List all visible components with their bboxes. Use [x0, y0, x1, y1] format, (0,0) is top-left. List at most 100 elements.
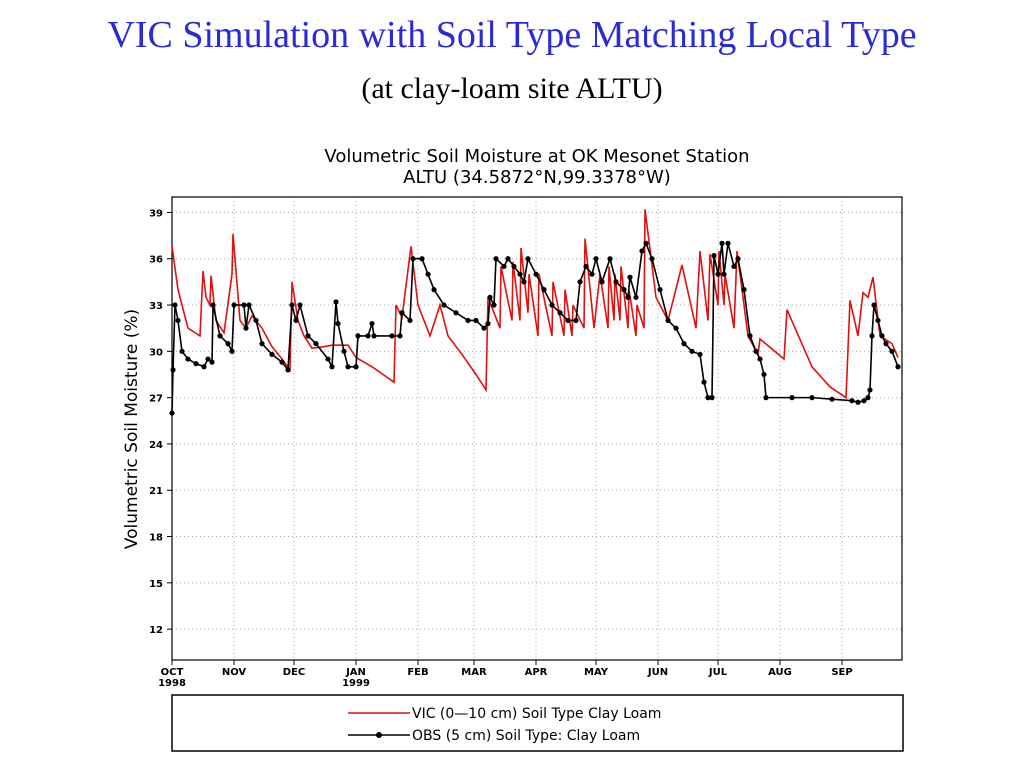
data-point — [583, 263, 589, 270]
data-point — [243, 325, 249, 331]
data-point — [269, 351, 275, 358]
data-point — [285, 367, 291, 373]
y-tick-label: 24 — [149, 440, 163, 451]
data-point — [185, 356, 191, 362]
data-point — [849, 398, 855, 404]
y-tick-label: 27 — [149, 394, 163, 405]
data-point — [333, 299, 339, 305]
data-point — [501, 263, 507, 270]
data-point — [289, 302, 295, 308]
y-tick-label: 18 — [149, 533, 163, 544]
data-point — [175, 317, 181, 324]
x-tick-label: MAR — [461, 667, 487, 678]
x-tick-label: JUL — [708, 667, 728, 678]
data-point — [297, 302, 303, 308]
y-tick-label: 30 — [149, 347, 163, 358]
data-point — [205, 356, 211, 362]
y-tick-label: 12 — [149, 625, 163, 636]
data-point — [419, 256, 425, 262]
data-point — [861, 398, 867, 404]
data-point — [505, 256, 511, 262]
data-point — [747, 333, 753, 339]
data-point — [809, 395, 815, 401]
data-point — [701, 379, 707, 385]
data-point — [869, 333, 875, 339]
data-point — [649, 256, 655, 262]
data-point — [369, 320, 375, 327]
data-point — [345, 364, 351, 370]
data-point — [627, 274, 633, 280]
data-point — [225, 341, 231, 347]
legend-label: VIC (0—10 cm) Soil Type Clay Loam — [412, 706, 661, 722]
data-point — [883, 341, 889, 347]
data-point — [253, 317, 259, 324]
x-tick-label: AUG — [768, 667, 792, 678]
data-point — [193, 361, 199, 367]
data-line — [171, 241, 899, 414]
data-point — [711, 253, 717, 259]
chart-title: Volumetric Soil Moisture at OK Mesonet S… — [324, 146, 749, 167]
data-point — [665, 317, 671, 324]
data-point — [721, 271, 727, 277]
data-point — [389, 333, 395, 339]
data-point — [565, 317, 571, 324]
data-point — [757, 356, 763, 362]
data-point — [407, 317, 413, 324]
data-point — [621, 287, 627, 293]
data-point — [491, 302, 497, 308]
data-point — [865, 395, 871, 401]
x-tick-label: NOV — [222, 667, 247, 678]
data-point — [533, 271, 539, 277]
data-point — [541, 287, 547, 293]
data-point — [453, 310, 459, 316]
data-point — [871, 302, 877, 308]
data-point — [719, 240, 725, 246]
data-point — [689, 348, 695, 354]
data-point — [589, 271, 595, 277]
data-point — [715, 271, 721, 277]
data-point — [209, 359, 215, 365]
data-point — [735, 256, 741, 262]
data-point — [517, 271, 523, 277]
data-point — [889, 348, 895, 354]
data-line — [171, 209, 899, 400]
data-point — [341, 348, 347, 354]
data-point — [753, 348, 759, 354]
data-point — [741, 287, 747, 293]
data-point — [355, 333, 361, 339]
data-point — [179, 348, 185, 354]
y-axis-label: Volumetric Soil Moisture (%) — [122, 309, 142, 549]
data-point — [313, 341, 319, 347]
data-point — [613, 279, 619, 285]
data-point — [875, 317, 881, 324]
data-point — [557, 310, 563, 316]
data-point — [465, 317, 471, 324]
plot-frame — [171, 196, 903, 661]
y-tick-label: 36 — [149, 255, 163, 266]
data-point — [425, 271, 431, 277]
data-point — [705, 395, 711, 401]
x-tick-label: SEP — [831, 667, 852, 678]
data-point — [371, 333, 377, 339]
data-point — [231, 302, 237, 308]
data-point — [259, 341, 265, 347]
x-tick-label: FEB — [407, 667, 428, 678]
data-point — [639, 248, 645, 254]
data-point — [521, 279, 527, 285]
data-point — [573, 317, 579, 324]
data-point — [525, 256, 531, 262]
data-point — [855, 399, 861, 405]
data-point — [410, 256, 416, 262]
legend-marker — [376, 732, 382, 738]
data-point — [365, 333, 371, 339]
data-point — [397, 333, 403, 339]
x-tick-label: JAN 1999 — [342, 667, 370, 689]
slide-title: VIC Simulation with Soil Type Matching L… — [107, 14, 916, 56]
data-point — [279, 359, 285, 365]
data-point — [789, 395, 795, 401]
data-point — [169, 410, 175, 416]
y-tick-label: 39 — [149, 208, 163, 219]
x-tick-label: JUN — [647, 667, 668, 678]
data-point — [673, 325, 679, 331]
data-point — [731, 263, 737, 270]
